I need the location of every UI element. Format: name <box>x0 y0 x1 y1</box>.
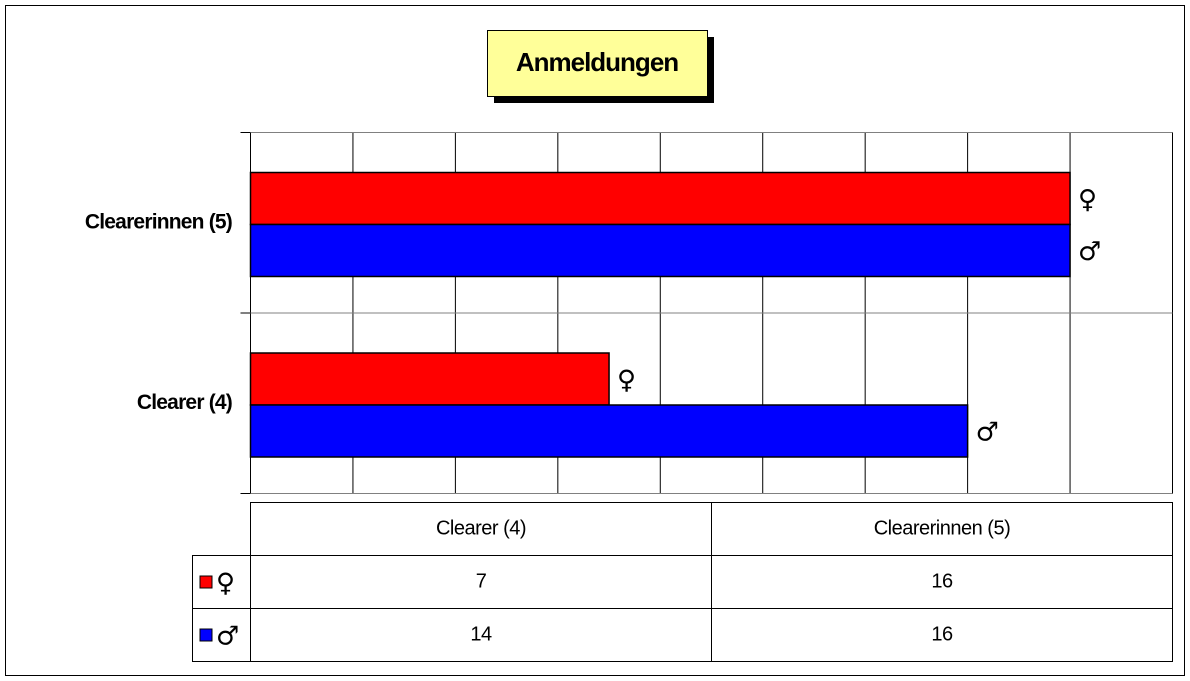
bar-series-label: ♂ <box>976 418 999 448</box>
title-box <box>487 30 708 97</box>
bar-series-label: ♂ <box>1078 237 1101 267</box>
bar-series-label: ♀ <box>1078 185 1097 215</box>
bar <box>249 352 610 406</box>
legend-key <box>199 575 213 589</box>
category-label: Clearer (4) <box>137 391 232 414</box>
table-cell: 16 <box>931 623 953 645</box>
bar <box>249 404 969 458</box>
bar <box>249 171 1071 226</box>
table-header-label: Clearer (4) <box>436 517 526 539</box>
legend-label: ♀ <box>216 569 235 599</box>
table-row <box>192 608 1173 662</box>
category-label: Clearerinnen (5) <box>85 210 232 233</box>
table-cell: 7 <box>476 570 487 592</box>
legend-label: ♂ <box>216 622 239 652</box>
bar <box>249 223 1071 278</box>
bar-series-label: ♀ <box>617 366 636 396</box>
legend-key <box>199 628 213 642</box>
chart-title: Anmeldungen <box>516 47 678 77</box>
table-header-label: Clearerinnen (5) <box>874 517 1011 539</box>
table-cell: 16 <box>931 570 953 592</box>
table-cell: 14 <box>470 623 492 645</box>
